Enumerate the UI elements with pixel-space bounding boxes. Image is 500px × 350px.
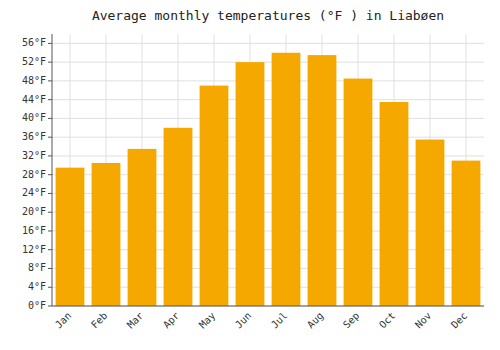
x-tick-label: Sep xyxy=(341,310,362,331)
y-tick xyxy=(48,230,52,231)
y-tick xyxy=(48,155,52,156)
grid xyxy=(52,34,484,306)
bar xyxy=(272,53,301,306)
bar xyxy=(344,79,373,306)
y-grid-line xyxy=(52,43,484,44)
y-tick-label: 56°F xyxy=(22,37,46,48)
bar xyxy=(236,62,265,306)
y-tick-label: 24°F xyxy=(22,187,46,198)
y-tick xyxy=(48,80,52,81)
y-tick-label: 44°F xyxy=(22,94,46,105)
y-tick-label: 4°F xyxy=(28,281,46,292)
y-tick xyxy=(48,174,52,175)
y-grid-line xyxy=(52,99,484,100)
bar xyxy=(164,128,193,306)
y-grid-line xyxy=(52,118,484,119)
y-tick-label: 0°F xyxy=(28,300,46,311)
y-tick-label: 40°F xyxy=(22,112,46,123)
bar xyxy=(92,163,121,306)
x-tick-label: Dec xyxy=(449,310,470,331)
y-grid-line xyxy=(52,306,484,307)
y-tick xyxy=(48,212,52,213)
y-grid-line xyxy=(52,137,484,138)
y-grid-line xyxy=(52,62,484,63)
chart-svg: 0°F 4°F 8°F 12°F 16°F 20°F 24°F 28°F 32°F 36°F 40°… xyxy=(0,0,500,350)
chart-container: 0°F 4°F 8°F 12°F 16°F 20°F 24°F 28°F 32°F 36°F 40°… xyxy=(0,0,500,350)
x-tick-label: Jun xyxy=(233,310,254,331)
x-tick-label: May xyxy=(197,310,218,331)
x-tick-label: Apr xyxy=(161,310,182,331)
axes: 0°F 4°F 8°F 12°F 16°F 20°F 24°F 28°F 32°F 36°F 40°… xyxy=(22,34,484,330)
bar xyxy=(380,102,409,306)
x-tick-label: Feb xyxy=(89,310,110,331)
y-tick-label: 16°F xyxy=(22,225,46,236)
x-tick-label: Jul xyxy=(269,310,290,331)
y-tick-label: 48°F xyxy=(22,75,46,86)
y-tick-label: 20°F xyxy=(22,206,46,217)
y-tick xyxy=(48,43,52,44)
x-tick-label: Aug xyxy=(305,310,326,331)
y-tick xyxy=(48,118,52,119)
y-tick-label: 8°F xyxy=(28,262,46,273)
bar xyxy=(452,161,481,306)
bar xyxy=(56,168,85,306)
x-tick-label: Mar xyxy=(125,310,146,331)
y-tick-label: 32°F xyxy=(22,150,46,161)
bar xyxy=(308,55,337,306)
y-tick xyxy=(48,137,52,138)
y-tick xyxy=(48,99,52,100)
bars xyxy=(56,53,481,306)
y-axis-line xyxy=(52,34,53,306)
y-tick xyxy=(48,249,52,250)
y-tick xyxy=(48,287,52,288)
bar xyxy=(200,86,229,306)
x-tick-label: Oct xyxy=(377,310,398,331)
x-axis-line xyxy=(52,306,484,307)
y-tick xyxy=(48,193,52,194)
y-tick-label: 52°F xyxy=(22,56,46,67)
title: Average monthly temperatures (°F ) in Li… xyxy=(92,8,444,23)
bar xyxy=(416,140,445,306)
bar xyxy=(128,149,157,306)
y-tick-label: 36°F xyxy=(22,131,46,142)
y-tick-label: 12°F xyxy=(22,244,46,255)
y-tick-label: 28°F xyxy=(22,169,46,180)
y-tick xyxy=(48,268,52,269)
x-tick-label: Jan xyxy=(53,310,74,331)
y-tick xyxy=(48,306,52,307)
x-tick-label: Nov xyxy=(413,310,434,331)
y-tick xyxy=(48,62,52,63)
y-grid-line xyxy=(52,80,484,81)
